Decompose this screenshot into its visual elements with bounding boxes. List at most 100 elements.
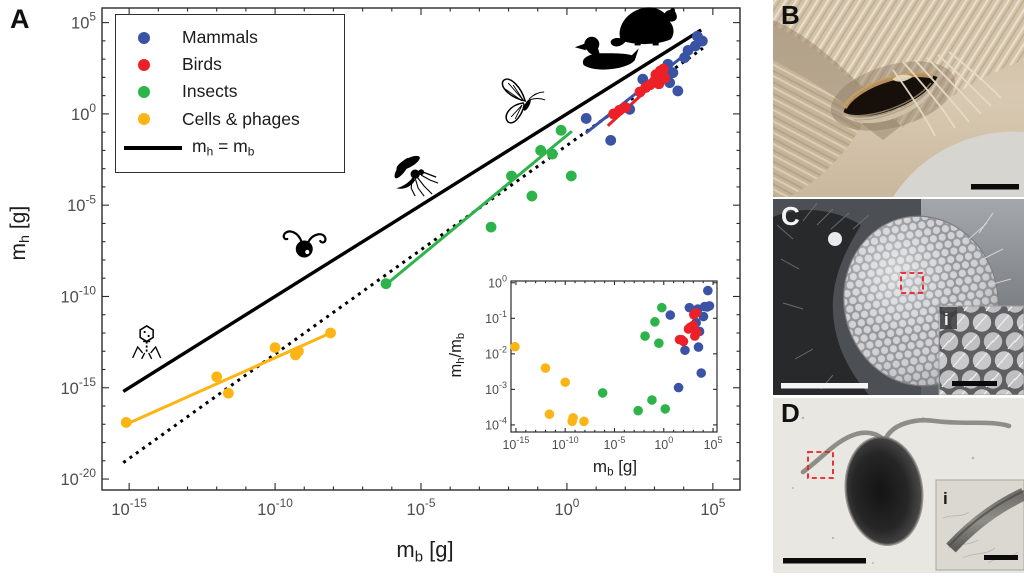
mammals-inset-point	[693, 342, 704, 352]
insects-inset-point	[660, 404, 671, 414]
y-tick-label: 10-20	[60, 466, 96, 489]
beaver-tail	[610, 37, 626, 47]
cells_phages-inset-point	[510, 341, 520, 352]
mammals-point	[672, 85, 684, 97]
butterfly-antennae	[528, 91, 546, 101]
eyelid-wrinkle	[853, 91, 928, 121]
lower-fur	[773, 60, 865, 197]
eye-bristles	[968, 212, 1012, 286]
birds-marker-icon	[138, 58, 150, 71]
cells_phages-inset-points	[510, 341, 589, 427]
inset-y-tick-label: 100	[488, 273, 507, 290]
mosquito-legs	[410, 174, 439, 197]
insects-inset-point	[657, 302, 667, 313]
cell-flagellum	[307, 233, 327, 244]
main-plot-svg: 10-15 10-10 10-5 100 10510510010-510-1010-15…	[60, 7, 741, 519]
mammals-point	[605, 134, 617, 146]
cell-body	[295, 240, 313, 258]
phage-fibers	[132, 345, 162, 360]
insects-marker-icon	[138, 86, 150, 98]
scale-bar	[971, 184, 1019, 190]
inset-points	[510, 285, 715, 427]
beaver-ear	[670, 8, 676, 13]
eyelashes	[892, 51, 1002, 137]
identity-line	[122, 28, 703, 393]
x-tick-label: 10-10	[257, 496, 293, 519]
beaver-icon	[610, 7, 677, 47]
birds-point	[659, 72, 671, 84]
insects-point	[535, 145, 547, 156]
legend-label: Birds	[182, 54, 222, 74]
birds-inset-point	[691, 308, 702, 318]
legend-label: Insects	[182, 81, 238, 102]
cells_phages-inset-point	[567, 416, 577, 427]
mosquito-icon	[394, 155, 439, 197]
cells_phages-points	[120, 327, 336, 428]
legend-item-insects: Insects	[138, 83, 340, 101]
mammals-inset-point	[704, 301, 715, 311]
y-tick-label: 10-15	[60, 375, 96, 398]
panel-c-letter: C	[781, 201, 800, 231]
legend: Mammals Birds Insects Cells & phages mh	[115, 14, 345, 173]
mammals-inset-point	[680, 345, 690, 356]
insects-inset-point	[654, 338, 664, 348]
phage-head	[139, 325, 154, 343]
animal-eye	[830, 61, 956, 131]
mosquito-wing	[394, 158, 410, 179]
cells_phages-inset-point	[544, 409, 555, 420]
mammals-inset-point	[696, 368, 707, 378]
inset-flagellum-band	[946, 488, 1024, 553]
main-axes: 10-15 10-10 10-5 100 10510510010-510-1010-15…	[60, 7, 741, 519]
cell-eyespot	[305, 249, 310, 255]
inset-scale-bar	[984, 555, 1018, 560]
mammals-inset-point	[665, 310, 676, 320]
insects-inset-points	[597, 302, 671, 416]
inset-x-tick-label: 10-15	[502, 435, 529, 452]
legend-label: mh = mb	[192, 135, 255, 159]
phage-dot	[143, 330, 146, 334]
legend-item-cells-phages: Cells & phages	[138, 108, 340, 129]
x-tick-label: 10-5	[407, 496, 436, 519]
butterfly-veins	[504, 82, 524, 120]
mammals-point	[696, 35, 708, 47]
upper-eyelid-rim	[842, 72, 934, 110]
duck-beak	[574, 43, 586, 51]
flagellum-inset: i	[935, 479, 1024, 571]
mammals-inset-point	[703, 285, 713, 296]
birds-point	[657, 63, 669, 75]
insects-inset-point	[633, 405, 643, 416]
cells_phages-point	[222, 387, 234, 399]
legend-item-identity-line: mh = mb	[124, 135, 340, 159]
insects-point	[380, 278, 392, 290]
mammals-inset-point	[698, 311, 709, 322]
inset-y-tick-label: 10-3	[485, 380, 507, 397]
butterfly-body	[523, 99, 531, 111]
fly-head-body	[773, 210, 869, 395]
insects-inset-point	[597, 388, 608, 398]
cells_phages-point	[269, 342, 281, 353]
inset-x-tick-label: 10-10	[552, 435, 579, 452]
roi-box	[900, 272, 924, 294]
birds-inset-point	[691, 327, 702, 338]
cell-tem-photo: i	[773, 398, 1024, 573]
mammals-point	[580, 113, 592, 124]
insects-points	[380, 124, 577, 290]
birds-points	[608, 63, 671, 120]
animal-icons	[132, 7, 677, 360]
cells_phages-inset-point	[579, 416, 589, 427]
inset-label-backing	[940, 307, 957, 329]
beaver-foot	[652, 41, 659, 46]
birds-inset-point	[688, 320, 699, 331]
panel-a: A 10-15 10-10 10-5 100 105 105 100 10-5 10-10 10-…	[7, 4, 741, 566]
cells_phages-inset-point	[560, 377, 571, 388]
photo-column: B	[773, 0, 1024, 586]
legend-label: Cells & phages	[182, 108, 300, 129]
mammals-inset-points	[665, 285, 715, 393]
x-tick-label: 100	[554, 496, 579, 519]
phage-icon	[132, 325, 162, 360]
mammals-point	[667, 67, 679, 79]
x-axis-label: mb [g]	[396, 537, 454, 566]
y-tick-label: 100	[71, 101, 96, 124]
inset-x-tick-label: 105	[704, 435, 723, 452]
